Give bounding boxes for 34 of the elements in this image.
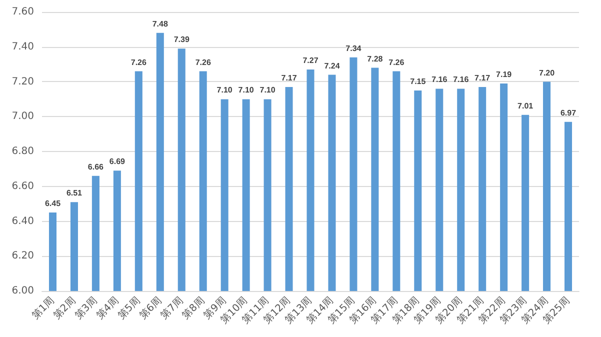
data-label: 7.26: [388, 58, 405, 67]
data-label: 7.39: [174, 35, 190, 44]
data-label: 6.69: [109, 157, 126, 166]
data-label: 7.26: [130, 58, 147, 67]
y-tick-label: 7.60: [12, 6, 34, 18]
data-label: 6.51: [66, 188, 83, 198]
y-tick-label: 7.00: [12, 111, 34, 122]
data-label: 6.45: [44, 199, 62, 208]
data-label: 7.34: [346, 44, 362, 53]
y-tick-label: 6.20: [12, 250, 34, 262]
y-tick-label: 7.20: [12, 76, 34, 88]
y-tick-label: 6.40: [12, 216, 34, 227]
data-label: 7.20: [538, 68, 556, 78]
y-tick-label: 6.60: [12, 180, 34, 192]
y-tick-label: 6.80: [12, 146, 34, 157]
data-label: 7.17: [281, 73, 298, 82]
data-label: 7.48: [152, 19, 168, 28]
data-label: 7.19: [496, 70, 512, 79]
data-label: 7.27: [302, 56, 319, 66]
data-label: 7.17: [474, 73, 491, 82]
data-label: 6.66: [88, 162, 104, 172]
data-label: 7.10: [216, 86, 233, 95]
data-label: 7.24: [324, 61, 340, 70]
data-label: 7.10: [238, 86, 254, 95]
y-tick-label: 7.40: [12, 41, 34, 52]
data-label: 7.28: [367, 54, 384, 64]
data-label: 7.26: [195, 58, 212, 67]
data-label: 7.16: [453, 75, 470, 84]
data-label: 7.15: [410, 76, 426, 86]
data-label: 7.01: [518, 101, 534, 110]
data-label: 7.16: [432, 75, 448, 84]
y-tick-label: 6.00: [12, 286, 34, 296]
data-label: 7.10: [260, 86, 276, 95]
data-label: 6.97: [560, 108, 577, 118]
